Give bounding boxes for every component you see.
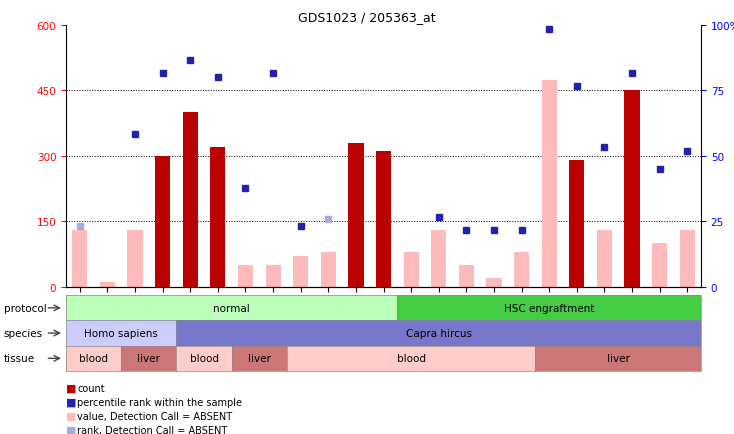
- Text: blood: blood: [79, 354, 108, 363]
- Bar: [293, 256, 308, 287]
- Text: rank, Detection Call = ABSENT: rank, Detection Call = ABSENT: [77, 425, 228, 434]
- Text: ■: ■: [66, 411, 76, 421]
- Text: ■: ■: [66, 383, 76, 393]
- Bar: [128, 230, 142, 287]
- Text: Capra hircus: Capra hircus: [406, 329, 472, 338]
- Bar: [597, 230, 612, 287]
- Text: ■: ■: [66, 425, 76, 434]
- Text: liver: liver: [248, 354, 271, 363]
- Text: percentile rank within the sample: percentile rank within the sample: [77, 397, 242, 407]
- Bar: [431, 230, 446, 287]
- Text: blood: blood: [396, 354, 426, 363]
- Bar: [72, 230, 87, 287]
- Text: count: count: [77, 383, 105, 393]
- Bar: [487, 278, 501, 287]
- Text: HSC engraftment: HSC engraftment: [504, 303, 595, 313]
- Bar: [625, 91, 639, 287]
- Bar: [376, 152, 391, 287]
- Bar: [514, 252, 529, 287]
- Text: liver: liver: [137, 354, 160, 363]
- Bar: [680, 230, 695, 287]
- Text: protocol: protocol: [4, 303, 46, 313]
- Bar: [459, 265, 474, 287]
- Text: normal: normal: [214, 303, 250, 313]
- Text: ■: ■: [66, 397, 76, 407]
- Bar: [155, 156, 170, 287]
- Bar: [100, 283, 115, 287]
- Text: species: species: [4, 329, 43, 338]
- Bar: [183, 113, 198, 287]
- Text: Homo sapiens: Homo sapiens: [84, 329, 159, 338]
- Text: blood: blood: [189, 354, 219, 363]
- Text: liver: liver: [607, 354, 630, 363]
- Bar: [266, 265, 280, 287]
- Text: tissue: tissue: [4, 354, 34, 363]
- Bar: [238, 265, 253, 287]
- Bar: [652, 243, 667, 287]
- Bar: [211, 148, 225, 287]
- Bar: [404, 252, 418, 287]
- Bar: [569, 161, 584, 287]
- Bar: [349, 143, 363, 287]
- Bar: [542, 80, 556, 287]
- Bar: [321, 252, 336, 287]
- Text: GDS1023 / 205363_at: GDS1023 / 205363_at: [298, 11, 436, 24]
- Text: value, Detection Call = ABSENT: value, Detection Call = ABSENT: [77, 411, 232, 421]
